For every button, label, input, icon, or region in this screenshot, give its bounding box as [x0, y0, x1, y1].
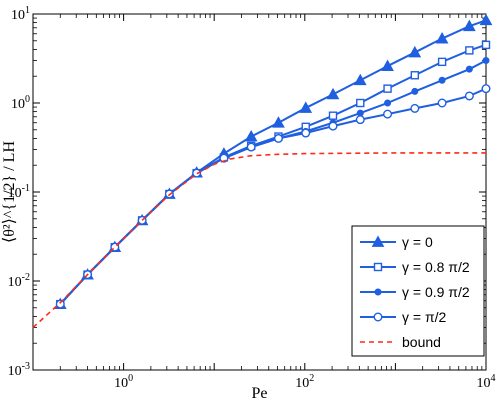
dot-marker: [384, 99, 392, 107]
y-tick-label: 10-1: [8, 183, 30, 201]
circle-marker: [219, 153, 229, 163]
circle-marker: [55, 299, 65, 309]
square-marker: [356, 98, 365, 108]
circle-marker: [355, 115, 365, 125]
circle-marker: [273, 133, 283, 143]
circle-marker: [437, 98, 447, 108]
series-line: [32, 152, 486, 329]
x-axis-title: Pe: [252, 385, 268, 402]
square-marker: [437, 57, 447, 67]
legend-entry: bound: [360, 334, 441, 350]
dot-marker: [465, 65, 473, 73]
series-circle: [55, 84, 491, 309]
square-marker: [465, 46, 474, 55]
triangle-marker: [381, 59, 394, 71]
circle-marker: [464, 91, 474, 101]
triangle-marker: [326, 87, 340, 100]
circle-marker: [410, 103, 420, 113]
legend-label: bound: [402, 334, 441, 350]
dot-marker: [411, 87, 419, 95]
square-marker: [481, 40, 491, 50]
legend-entry: γ = 0: [360, 234, 433, 250]
circle-marker: [383, 109, 393, 119]
legend-label: γ = 0.9 π/2: [402, 284, 470, 300]
circle-marker: [328, 121, 338, 131]
circle-marker: [373, 312, 383, 322]
square-marker: [328, 111, 338, 120]
dot-marker: [482, 57, 490, 65]
triangle-marker: [353, 73, 367, 86]
minor-ticks: [33, 14, 486, 370]
x-tick-label: 104: [477, 373, 496, 391]
y-tick-labels: 10-3 10-2 10-1 100 101: [8, 5, 30, 379]
y-tick-label: 10-3: [8, 361, 30, 379]
series-bound: [32, 152, 486, 329]
y-tick-label: 10-2: [8, 272, 30, 290]
legend: γ = 0 γ = 0.8 π/2 γ = 0.9 π/2 γ = π/2 bound: [351, 225, 485, 357]
triangle-marker: [479, 13, 493, 26]
y-axis-title: ⟨θ²⟩^{1/2} / LH: [1, 141, 18, 243]
legend-label: γ = π/2: [402, 309, 447, 325]
x-tick-label: 102: [295, 373, 314, 391]
legend-entry: γ = 0.9 π/2: [360, 284, 470, 300]
major-ticks: [32, 13, 487, 371]
x-tick-labels: 100 102 104: [114, 373, 495, 391]
circle-marker: [246, 142, 256, 152]
triangle-marker: [272, 116, 285, 128]
dot-marker: [438, 76, 446, 84]
triangle-marker: [463, 19, 476, 32]
legend-label: γ = 0: [402, 234, 433, 250]
triangle-marker: [371, 235, 385, 247]
circle-marker: [301, 128, 311, 138]
series-lines: [32, 13, 493, 329]
x-tick-label: 100: [114, 373, 133, 391]
triangle-marker: [299, 101, 313, 113]
legend-entry: γ = 0.8 π/2: [360, 259, 470, 275]
plot-area: [32, 13, 493, 371]
triangle-marker: [244, 130, 258, 142]
square-marker: [373, 262, 383, 272]
square-marker: [410, 71, 420, 80]
dot-marker: [374, 288, 382, 296]
legend-label: γ = 0.8 π/2: [402, 259, 470, 275]
y-tick-label: 100: [11, 94, 30, 112]
triangle-marker: [408, 45, 422, 58]
legend-entry: γ = π/2: [360, 309, 447, 325]
triangle-marker: [435, 32, 449, 44]
y-tick-label: 101: [11, 5, 30, 23]
circle-marker: [481, 84, 491, 94]
square-marker: [383, 84, 392, 93]
